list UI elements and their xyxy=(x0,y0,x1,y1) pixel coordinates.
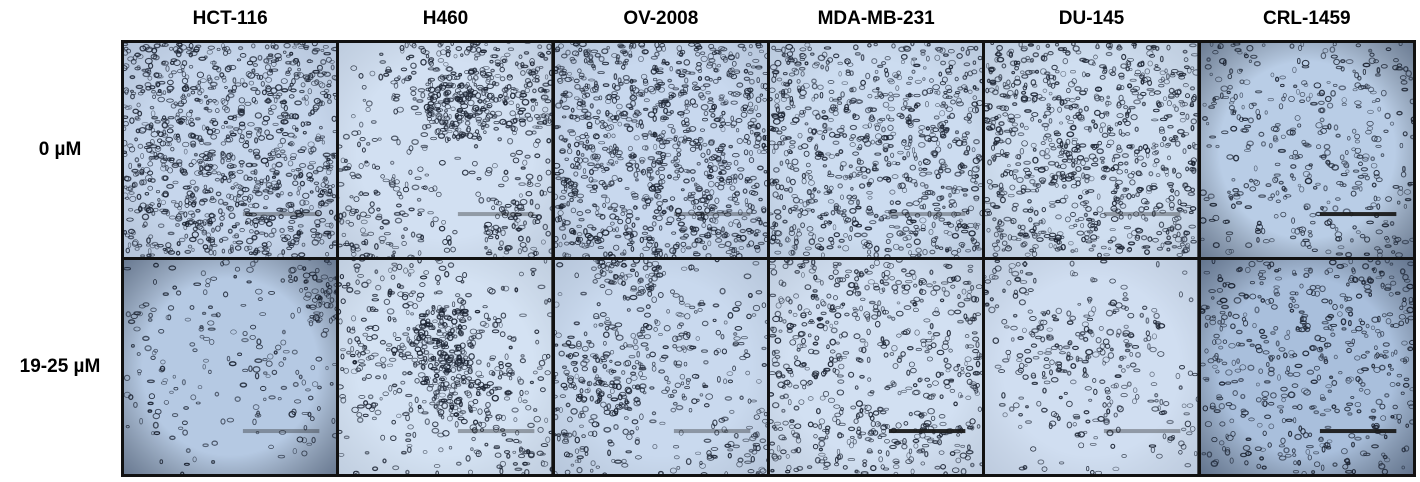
scale-bar xyxy=(242,429,320,434)
scale-bar xyxy=(888,212,966,217)
micrograph-image xyxy=(1200,43,1413,257)
micrograph-h460-0uM xyxy=(339,43,552,257)
micrograph-du145-0uM xyxy=(985,43,1198,257)
row-label: 0 µM xyxy=(38,139,82,160)
column-label: OV-2008 xyxy=(623,8,699,29)
micrograph-crl1459-0uM xyxy=(1200,43,1413,257)
micrograph-mdamb231-0uM xyxy=(770,43,983,257)
micrograph-image xyxy=(124,260,337,474)
column-label: MDA-MB-231 xyxy=(817,8,935,29)
micrograph-du145-19-25uM xyxy=(985,260,1198,474)
scale-bar xyxy=(1319,212,1396,217)
micrograph-mdamb231-19-25uM xyxy=(770,260,983,474)
micrograph-image xyxy=(770,260,983,474)
micrograph-grid xyxy=(121,40,1416,477)
micrograph-image xyxy=(554,260,767,474)
column-label: DU-145 xyxy=(1058,8,1125,29)
micrograph-image xyxy=(339,43,552,257)
micrograph-image xyxy=(985,43,1198,257)
scale-bar xyxy=(458,429,535,434)
micrograph-hct116-19-25uM xyxy=(124,260,337,474)
scale-bar xyxy=(1319,429,1396,434)
scale-bar xyxy=(673,429,750,434)
row-label: 19-25 µM xyxy=(19,356,101,377)
column-label: HCT-116 xyxy=(192,8,268,29)
micrograph-image xyxy=(124,43,337,257)
micrograph-image xyxy=(554,43,767,257)
micrograph-image xyxy=(1200,260,1413,474)
micrograph-image xyxy=(770,43,983,257)
micrograph-hct116-0uM xyxy=(124,43,337,257)
column-label: H460 xyxy=(422,8,469,29)
scale-bar xyxy=(888,429,966,434)
micrograph-image xyxy=(985,260,1198,474)
scale-bar xyxy=(1104,429,1181,434)
micrograph-ov2008-19-25uM xyxy=(554,260,767,474)
micrograph-h460-19-25uM xyxy=(339,260,552,474)
micrograph-image xyxy=(339,260,552,474)
scale-bar xyxy=(458,212,535,217)
micrograph-crl1459-19-25uM xyxy=(1200,260,1413,474)
column-label: CRL-1459 xyxy=(1262,8,1351,29)
scale-bar xyxy=(673,212,750,217)
scale-bar xyxy=(242,212,320,217)
scale-bar xyxy=(1104,212,1181,217)
micrograph-ov2008-0uM xyxy=(554,43,767,257)
